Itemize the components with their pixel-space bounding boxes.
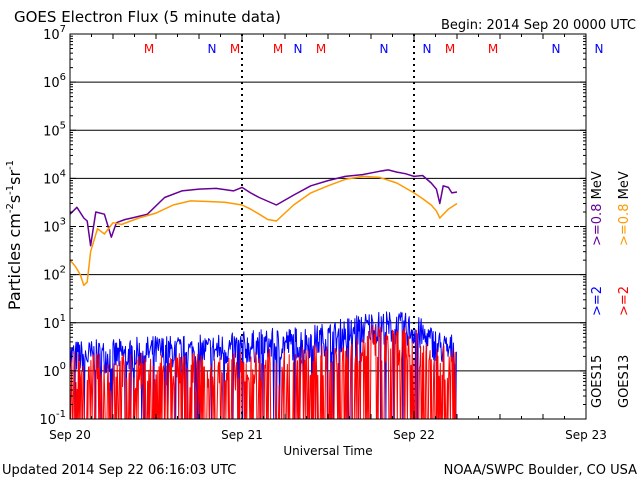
marker-n: N — [423, 42, 432, 56]
marker-m: M — [488, 42, 498, 56]
series-layer — [70, 169, 458, 419]
y-tick-label: 103 — [43, 217, 66, 236]
marker-m: M — [316, 42, 326, 56]
x-tick-label: Sep 21 — [221, 428, 263, 442]
y-tick-label: 102 — [43, 265, 66, 284]
legend-goes15-ge08: >=0.8 MeV — [590, 171, 605, 246]
legend-goes15-ge2: >=2 — [590, 286, 605, 316]
y-tick-label: 10-1 — [39, 409, 66, 428]
chart-title: GOES Electron Flux (5 minute data) — [14, 8, 281, 26]
marker-m: M — [230, 42, 240, 56]
x-tick-label: Sep 20 — [49, 428, 91, 442]
legend-goes13-ge2: >=2 — [617, 286, 632, 316]
updated-time: Updated 2014 Sep 22 06:16:03 UTC — [2, 463, 236, 478]
day-boundary-lines — [241, 34, 415, 419]
marker-n: N — [380, 42, 389, 56]
series-line — [70, 311, 457, 419]
legend-goes15: GOES15 — [590, 355, 605, 408]
marker-m: M — [445, 42, 455, 56]
legend-goes13: GOES13 — [617, 355, 632, 408]
x-tick-label: Sep 22 — [393, 428, 435, 442]
series-line — [70, 175, 458, 287]
y-tick-label: 100 — [43, 361, 66, 380]
legend-goes13-ge08: >=0.8 MeV — [617, 171, 632, 246]
series-line — [70, 169, 458, 247]
mn-markers: M MN NM M N N M M N N — [144, 42, 604, 56]
x-tick-label: Sep 23 — [565, 428, 607, 442]
marker-n: N — [595, 42, 604, 56]
y-tick-label: 104 — [43, 168, 66, 187]
y-tick-labels: 10-1 100 101 102 103 104 105 106 107 — [39, 24, 66, 428]
marker-n: N — [208, 42, 217, 56]
horizontal-grid — [70, 81, 586, 372]
series-line — [70, 325, 457, 419]
y-axis-label: Particles cm-2s-1sr-1 — [5, 160, 24, 310]
credit: NOAA/SWPC Boulder, CO USA — [444, 463, 637, 478]
x-axis-label: Universal Time — [283, 444, 372, 458]
begin-time: Begin: 2014 Sep 20 0000 UTC — [441, 18, 636, 33]
marker-n: N — [294, 42, 303, 56]
y-tick-label: 105 — [43, 120, 66, 139]
y-tick-label: 101 — [43, 313, 66, 332]
marker-n: N — [552, 42, 561, 56]
x-tick-labels: Sep 20 Sep 21 Sep 22 Sep 23 — [49, 428, 607, 442]
marker-m: M — [273, 42, 283, 56]
y-tick-label: 107 — [43, 24, 66, 43]
marker-m: M — [144, 42, 154, 56]
axis-ticks — [69, 33, 587, 420]
y-tick-label: 106 — [43, 72, 66, 91]
legend: GOES15 GOES13 >=2 >=2 >=0.8 MeV >=0.8 Me… — [590, 171, 632, 408]
